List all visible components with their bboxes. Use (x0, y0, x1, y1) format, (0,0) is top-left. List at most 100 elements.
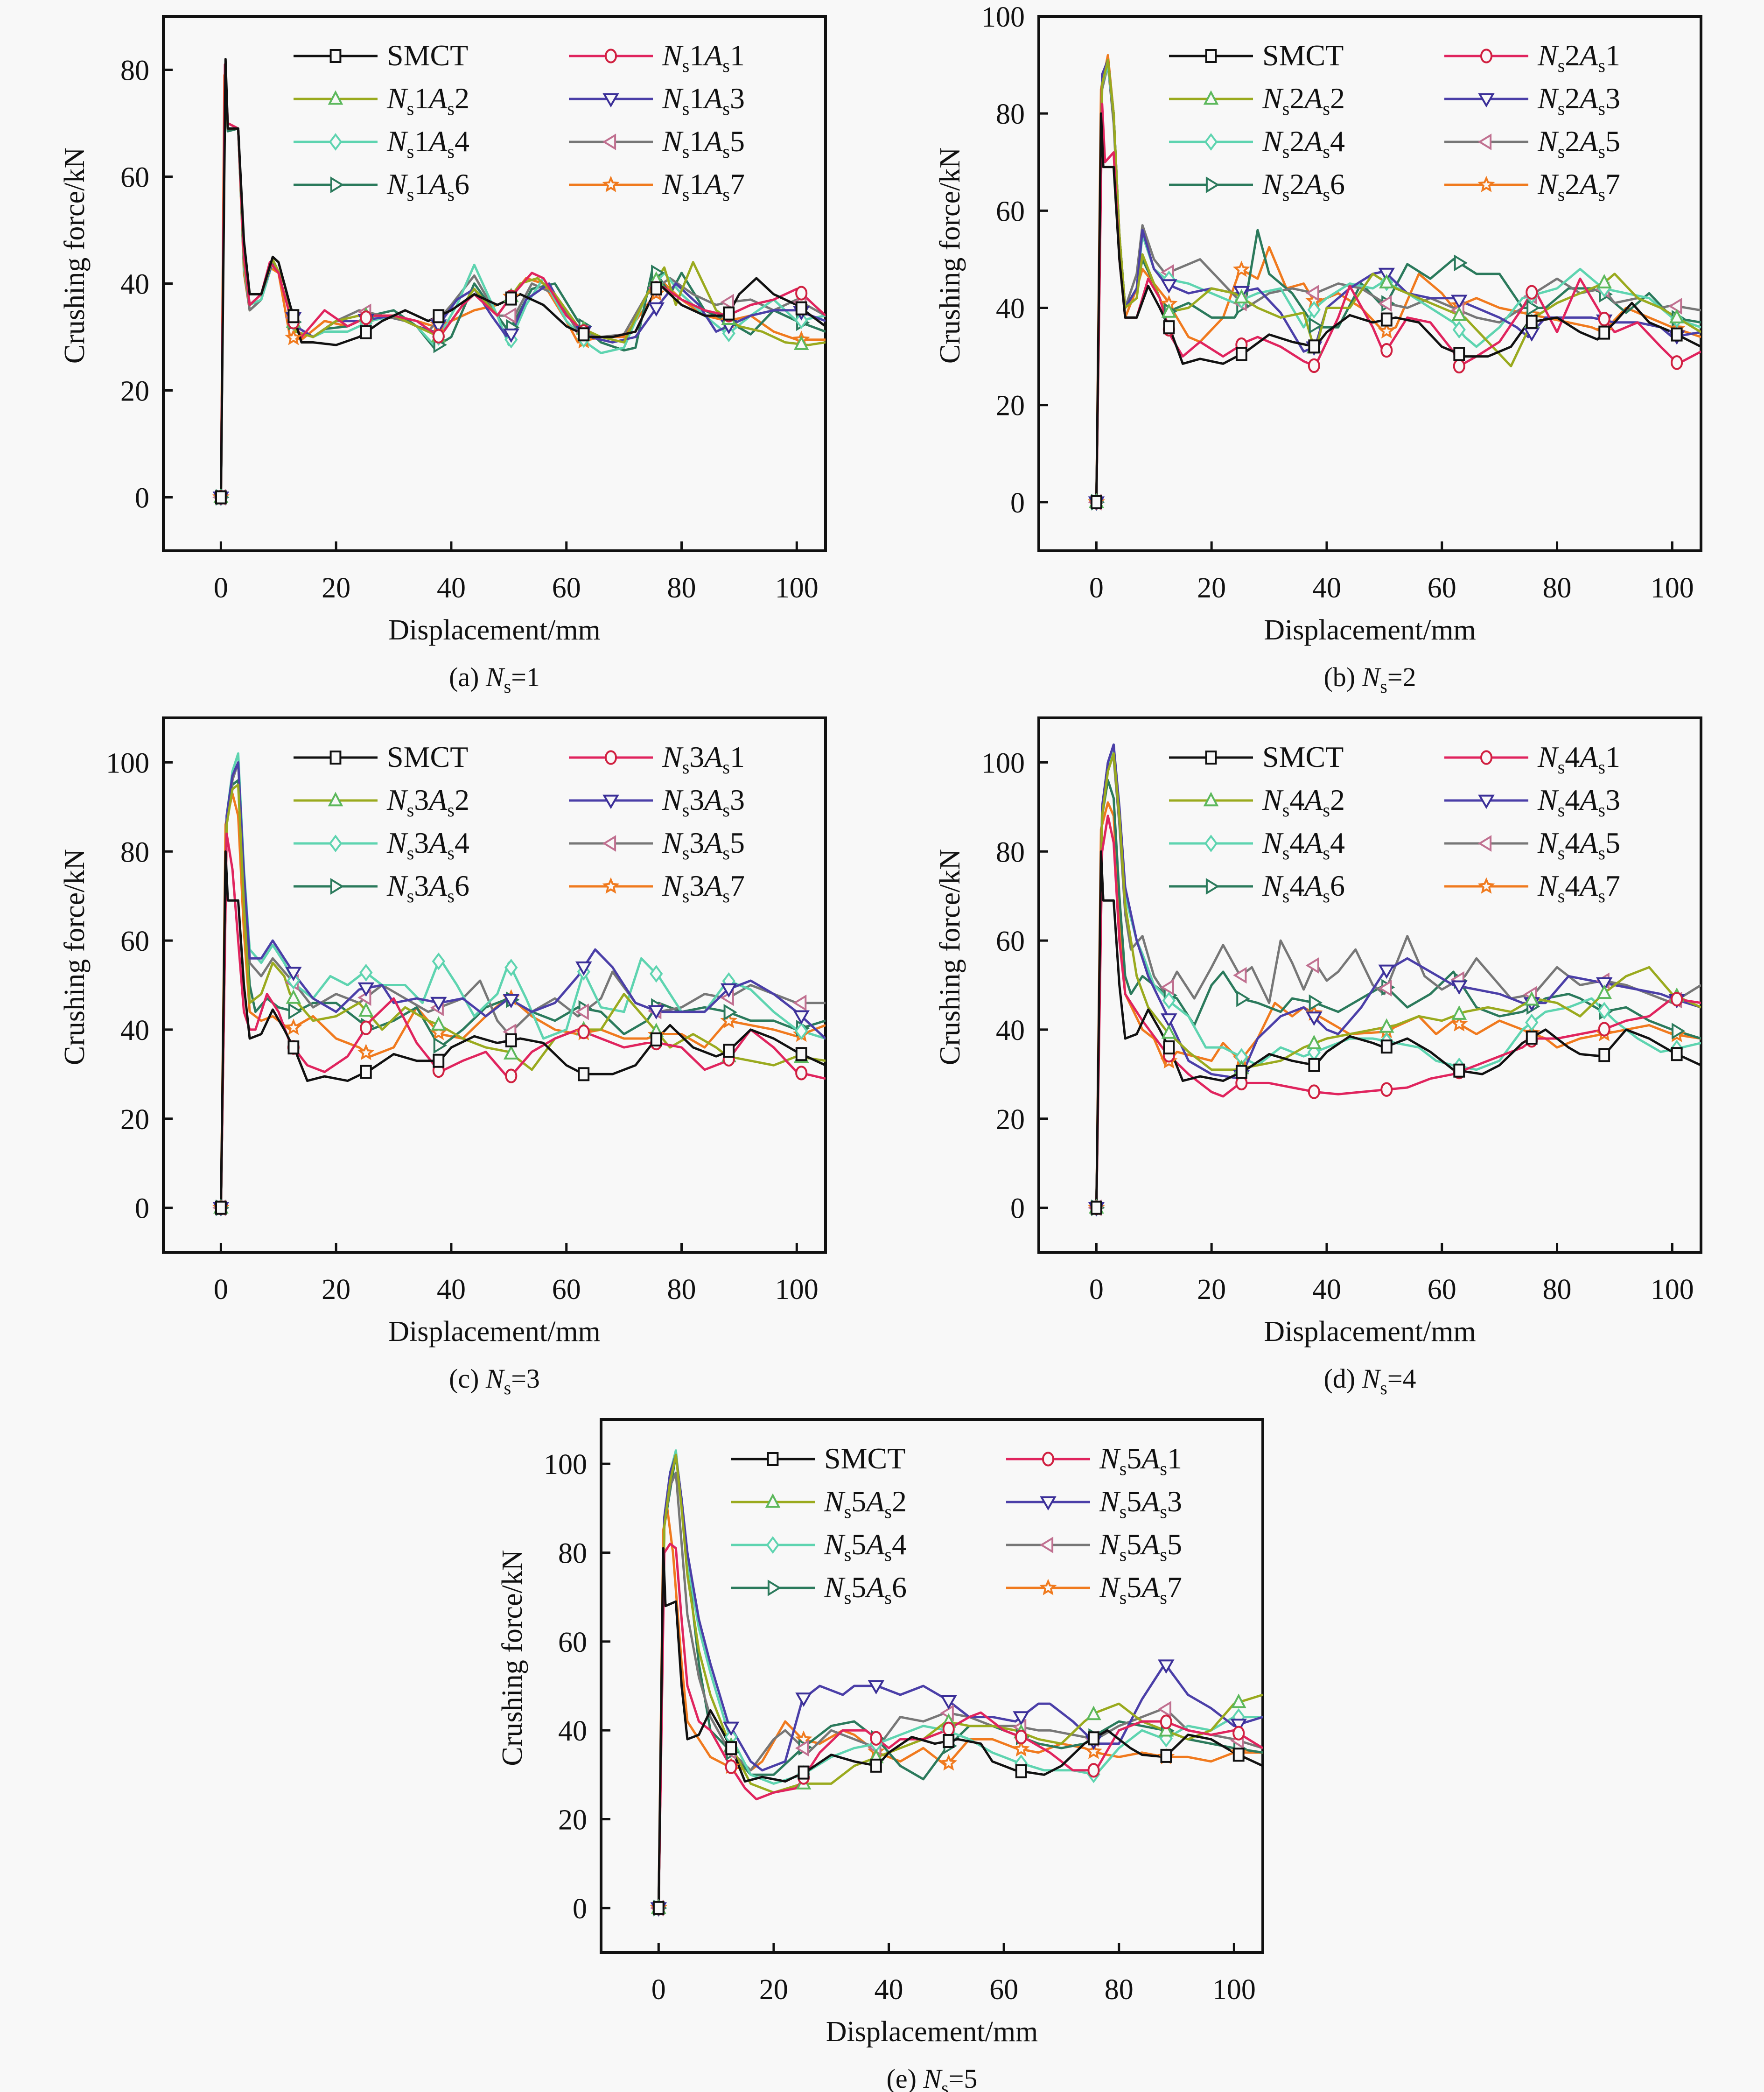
panel-caption: (d) Ns=4 (1323, 1363, 1416, 1398)
x-axis-label: Displacement/mm (826, 2016, 1038, 2048)
legend-label: Ns1As7 (662, 168, 745, 205)
series-marker-a4 (1525, 1013, 1539, 1032)
y-tick-label: 80 (996, 98, 1025, 130)
legend-item-a7: Ns5As7 (1006, 1571, 1182, 1608)
series-marker-smct (1453, 347, 1465, 361)
series-marker-a2 (1451, 1005, 1467, 1020)
y-axis-label: Crushing force/kN (59, 147, 91, 364)
series-marker-a1 (1015, 1729, 1028, 1745)
series-marker-a1 (505, 1068, 518, 1083)
legend-marker (602, 176, 620, 192)
legend-marker (330, 176, 344, 193)
x-tick-label: 0 (214, 1274, 228, 1306)
series-marker-a6 (723, 1004, 737, 1021)
y-axis-label: Crushing force/kN (934, 849, 966, 1065)
series-marker-a1 (1160, 1714, 1172, 1729)
legend-item-a6: Ns3As6 (294, 869, 469, 906)
y-tick-label: 0 (1010, 1193, 1025, 1225)
legend-item-a2: Ns5As2 (731, 1485, 907, 1522)
y-tick-label: 60 (996, 196, 1025, 227)
y-tick-label: 40 (120, 1015, 149, 1046)
series-marker-a3 (868, 1680, 885, 1695)
series-line-a6 (657, 1453, 1263, 1908)
legend-label: SMCT (387, 39, 468, 72)
series-marker-smct (798, 1765, 810, 1780)
legend: SMCT Ns1As1 Ns1As2 Ns1As3 Ns1As4 Ns1As5 Ns1As6… (294, 39, 745, 205)
plot-frame (162, 716, 827, 1254)
series-marker-a7 (940, 1754, 958, 1771)
series-marker-a2 (1161, 303, 1177, 318)
series-marker-smct (1671, 327, 1683, 342)
series-marker-smct (795, 301, 807, 316)
series-marker-a5 (720, 294, 734, 311)
series-marker-a2 (1596, 984, 1612, 999)
legend-item-smct: SMCT (1169, 740, 1344, 773)
y-tick-label: 0 (135, 483, 149, 514)
series-marker-smct (578, 1067, 590, 1081)
series-marker-a4 (1162, 991, 1176, 1010)
plot-frame (600, 1418, 1264, 1954)
panel-caption: (b) Ns=2 (1323, 662, 1416, 697)
x-tick-label: 40 (875, 1974, 903, 2006)
series-marker-smct (725, 1741, 737, 1755)
x-tick-label: 0 (1089, 1274, 1104, 1306)
series-marker-a3 (503, 994, 520, 1009)
legend-item-a5: Ns2As5 (1444, 125, 1620, 162)
series-marker-a4 (650, 965, 663, 983)
y-tick-label: 20 (558, 1804, 587, 1836)
series-line-smct (1095, 112, 1701, 502)
legend-item-a1: Ns4As1 (1444, 740, 1620, 778)
y-tick-label: 20 (120, 376, 149, 407)
series-marker-a2 (793, 335, 809, 350)
legend-label: Ns4As4 (1262, 826, 1345, 863)
series-marker-a1 (1598, 1022, 1610, 1037)
legend-marker (1205, 49, 1217, 63)
legend-item-a6: Ns5As6 (731, 1571, 907, 1608)
legend-item-a5: Ns1As5 (569, 125, 745, 162)
x-tick-label: 60 (552, 572, 581, 604)
series-marker-a1 (1526, 285, 1538, 300)
legend-label: Ns2As4 (1262, 125, 1345, 162)
legend-label: SMCT (1262, 740, 1344, 773)
series-marker-a7 (285, 1018, 302, 1035)
legend-marker (1477, 877, 1495, 894)
legend-item-smct: SMCT (1169, 39, 1344, 72)
legend-item-a5: Ns4As5 (1444, 826, 1620, 863)
series-line-a2 (657, 1453, 1263, 1908)
series-line-a5 (657, 1471, 1263, 1908)
series-marker-a3 (1450, 295, 1468, 309)
series-marker-a1 (1308, 358, 1320, 373)
series-marker-smct (795, 1047, 807, 1061)
legend-label: Ns4As7 (1537, 869, 1620, 906)
series-marker-a3 (648, 302, 665, 317)
series-marker-a1 (1598, 311, 1610, 327)
series-marker-a3 (1013, 1711, 1029, 1726)
legend-marker (602, 877, 620, 894)
series-marker-a1 (725, 1759, 737, 1774)
series-marker-a2 (1451, 306, 1467, 321)
x-tick-label: 80 (1105, 1974, 1134, 2006)
legend-item-a2: Ns2As2 (1169, 82, 1345, 119)
y-tick-label: 40 (120, 269, 149, 301)
x-tick-label: 60 (989, 1974, 1018, 2006)
series-marker-a4 (432, 952, 446, 970)
legend-item-smct: SMCT (294, 740, 468, 773)
series-marker-a1 (1671, 355, 1683, 370)
legend-label: Ns1As6 (386, 168, 469, 205)
legend-label: Ns5As3 (1099, 1485, 1182, 1522)
series-marker-a1 (360, 310, 372, 325)
y-tick-label: 100 (106, 747, 149, 779)
series-line-a6 (219, 779, 826, 1208)
legend-label: Ns4As1 (1537, 740, 1620, 778)
legend-item-a7: Ns4As7 (1444, 869, 1620, 906)
series-marker-smct (1090, 1200, 1102, 1215)
series-line-a2 (219, 783, 826, 1208)
y-tick-label: 80 (120, 836, 149, 868)
legend-marker (1205, 176, 1220, 193)
legend-label: Ns1As2 (386, 82, 469, 119)
legend-label: Ns5As2 (824, 1485, 907, 1522)
y-tick-label: 80 (120, 55, 149, 87)
x-tick-label: 40 (1312, 1274, 1341, 1306)
series-marker-a5 (575, 1003, 589, 1020)
series-marker-a7 (1378, 322, 1395, 339)
